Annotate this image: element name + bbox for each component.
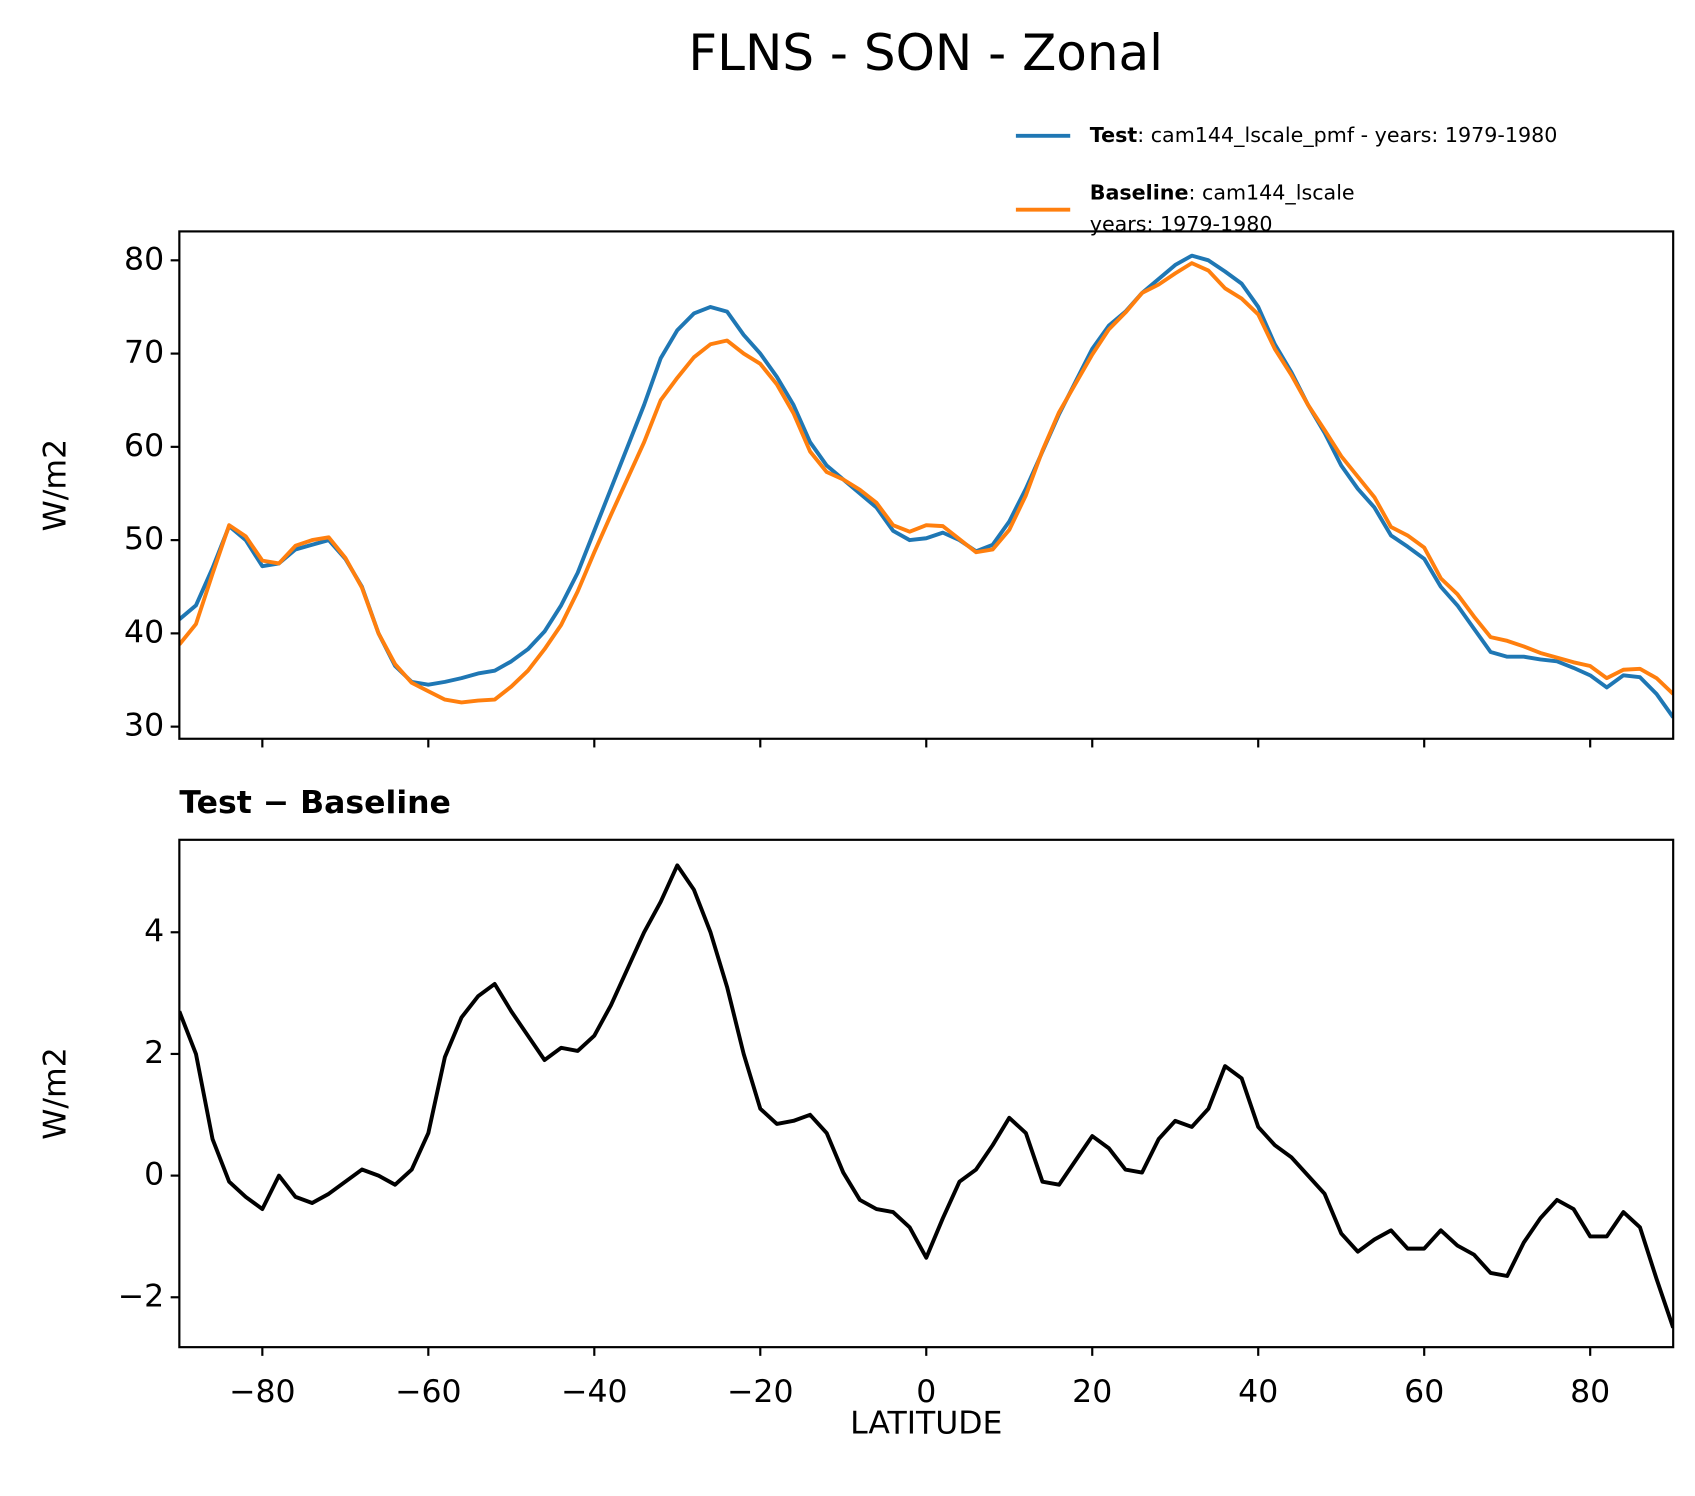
y-axis-label: W/m2: [38, 439, 74, 532]
y-tick-label: 2: [144, 1035, 164, 1071]
legend-label: Baseline: cam144_lscale: [1090, 180, 1355, 204]
legend-label: Test: cam144_lscale_pmf - years: 1979-19…: [1090, 123, 1558, 147]
data-line: [179, 863, 1674, 1329]
y-tick-label: 70: [124, 335, 164, 371]
x-tick-label: 0: [916, 1374, 936, 1410]
legend-text: : cam144_lscale: [1188, 180, 1354, 204]
data-line: [179, 261, 1674, 705]
legend-name: Baseline: [1090, 180, 1189, 204]
y-tick-label: 40: [124, 614, 164, 650]
x-tick-label: 80: [1570, 1374, 1610, 1410]
y-tick-label: 80: [124, 241, 164, 277]
y-axis-label: W/m2: [38, 1047, 74, 1140]
x-tick-label: 40: [1238, 1374, 1278, 1410]
y-tick-label: 0: [144, 1157, 164, 1193]
y-tick-label: 4: [144, 913, 164, 949]
y-tick-label: −2: [118, 1278, 164, 1314]
x-tick-label: −80: [229, 1374, 295, 1410]
plot-frame: [178, 230, 1675, 740]
chart-title: FLNS - SON - Zonal: [688, 24, 1163, 82]
y-tick-label: 50: [124, 521, 164, 557]
y-tick-label: 60: [124, 428, 164, 464]
x-tick-label: −20: [727, 1374, 793, 1410]
x-axis-label: LATITUDE: [850, 1405, 1002, 1441]
panel-title: Test − Baseline: [179, 785, 451, 821]
x-tick-label: 60: [1404, 1374, 1444, 1410]
x-tick-label: −40: [561, 1374, 627, 1410]
legend-text: : cam144_lscale_pmf - years: 1979-1980: [1137, 123, 1557, 147]
y-tick-label: 30: [124, 708, 164, 744]
legend-text: years: 1979-1980: [1090, 212, 1273, 236]
data-line: [179, 253, 1674, 719]
x-tick-label: 20: [1072, 1374, 1112, 1410]
plot-frame: [178, 838, 1675, 1349]
x-tick-label: −60: [395, 1374, 461, 1410]
legend-name: Test: [1090, 123, 1138, 147]
